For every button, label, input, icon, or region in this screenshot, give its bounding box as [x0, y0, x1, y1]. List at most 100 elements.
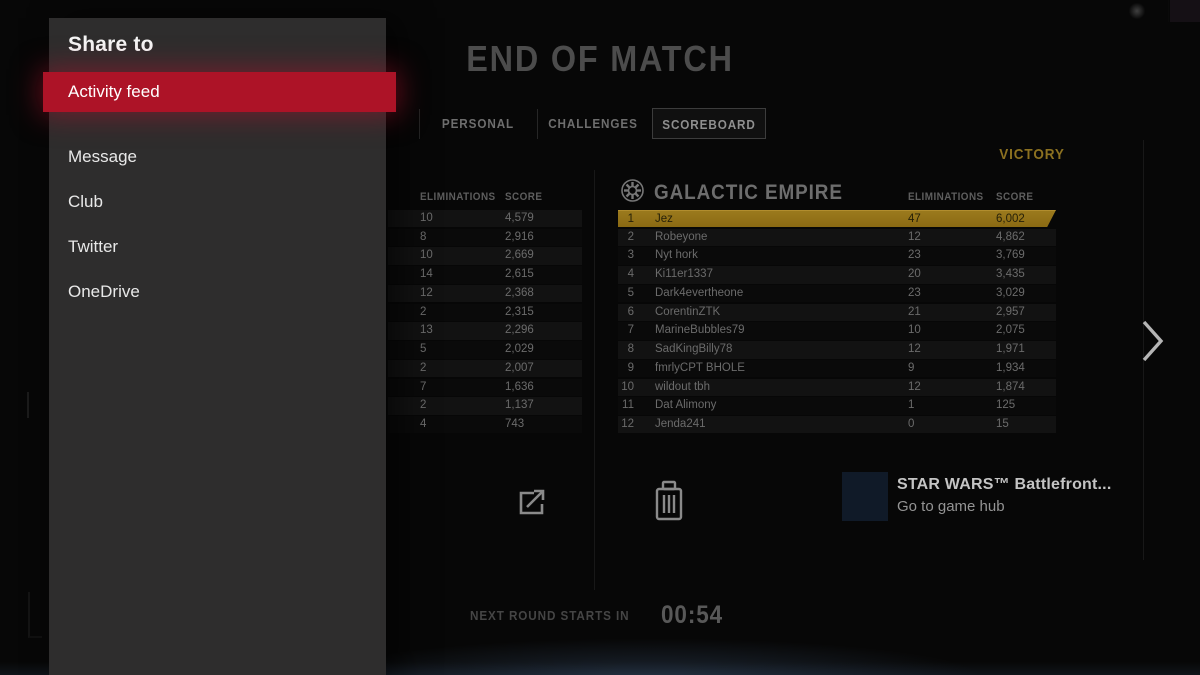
player-name: Robeyone [655, 230, 708, 243]
tab-challenges[interactable]: CHALLENGES [548, 116, 638, 131]
rank-value: 7 [627, 324, 634, 337]
frame-mark [27, 392, 29, 418]
game-hub-link[interactable]: STAR WARS™ Battlefront... Go to game hub [842, 472, 1111, 521]
chevron-right-icon[interactable] [1140, 318, 1166, 364]
score-value: 2,957 [996, 305, 1025, 318]
share-item-club[interactable]: Club [68, 192, 103, 211]
rank-value: 6 [627, 305, 634, 318]
glow-dot [1128, 2, 1146, 20]
table-row: 2 2,007 [388, 359, 582, 378]
eliminations-value: 12 [908, 380, 921, 393]
eliminations-value: 23 [908, 249, 921, 262]
score-value: 2,315 [505, 305, 534, 318]
table-row: 4 Ki11er1337 20 3,435 [618, 266, 1056, 284]
table-row: 11 Dat Alimony 1 125 [618, 397, 1056, 415]
score-value: 1,934 [996, 361, 1025, 374]
rank-value: 10 [621, 380, 634, 393]
player-name: wildout tbh [655, 380, 710, 393]
rank-value: 11 [622, 399, 634, 412]
score-value: 4,579 [505, 212, 534, 224]
score-value: 2,669 [505, 249, 534, 262]
team-header: GALACTIC EMPIRE [620, 178, 864, 208]
share-item-twitter[interactable]: Twitter [68, 237, 119, 256]
next-round-countdown: NEXT ROUND STARTS IN 00:54 [469, 600, 724, 629]
score-value: 3,769 [996, 249, 1025, 262]
rank-value: 5 [627, 286, 634, 299]
score-value: 1,137 [505, 399, 534, 412]
eliminations-value: 8 [420, 230, 427, 243]
table-row: 6 CorentinZTK 21 2,957 [618, 303, 1056, 322]
table-row: 12 2,368 [388, 284, 582, 303]
page-title: END OF MATCH [466, 38, 734, 79]
column-header-eliminations: ELIMINATIONS [420, 191, 496, 203]
game-hub-title: STAR WARS™ Battlefront... [897, 476, 1112, 493]
score-value: 4,862 [996, 230, 1025, 243]
table-row: 4 743 [388, 416, 582, 434]
bottom-glow [310, 638, 990, 675]
score-value: 2,296 [505, 324, 534, 337]
score-value: 2,007 [505, 361, 534, 374]
player-name: Jenda241 [655, 418, 706, 431]
rank-value: 1 [627, 213, 634, 225]
game-hub-subtitle: Go to game hub [897, 498, 1005, 515]
table-row: 2 Robeyone 12 4,862 [618, 228, 1056, 247]
table-row: 10 2,669 [388, 247, 582, 265]
share-item-activity-feed[interactable]: Activity feed [43, 72, 396, 112]
eliminations-value: 4 [420, 418, 427, 431]
player-name: Ki11er1337 [655, 268, 713, 281]
share-item-message[interactable]: Message [68, 147, 137, 166]
frame-corner [28, 592, 42, 638]
column-header-score: SCORE [996, 191, 1034, 203]
table-divider [594, 170, 595, 590]
share-icon[interactable] [512, 480, 554, 527]
eliminations-value: 7 [420, 380, 427, 393]
score-value: 2,615 [505, 268, 534, 281]
eliminations-value: 20 [908, 268, 921, 281]
eliminations-value: 1 [908, 399, 915, 412]
tab-divider [419, 109, 420, 139]
share-item-onedrive[interactable]: OneDrive [68, 282, 140, 301]
eliminations-value: 12 [908, 343, 921, 356]
player-name: Jez [655, 213, 673, 225]
rank-value: 12 [621, 418, 634, 431]
rank-value: 9 [627, 361, 634, 374]
victory-status: VICTORY [999, 146, 1065, 163]
eliminations-value: 9 [908, 361, 915, 374]
eliminations-value: 13 [420, 324, 433, 337]
score-value: 15 [996, 418, 1009, 431]
eliminations-value: 10 [908, 324, 921, 337]
eliminations-value: 2 [420, 399, 427, 412]
score-value: 2,029 [505, 343, 534, 356]
eliminations-value: 0 [908, 418, 915, 431]
table-row: 5 Dark4evertheone 23 3,029 [618, 284, 1056, 303]
player-name: Nyt hork [655, 249, 698, 262]
eliminations-value: 23 [908, 286, 921, 299]
table-row: 7 1,636 [388, 378, 582, 396]
player-name: CorentinZTK [655, 305, 721, 318]
table-row: 1 Jez 47 6,002 [618, 210, 1056, 227]
empire-team-table: 1 Jez 47 6,002 2 Robeyone 12 4,862 3 Nyt… [618, 210, 1056, 434]
panel-edge-line [1143, 140, 1144, 560]
table-row: 10 wildout tbh 12 1,874 [618, 378, 1056, 396]
eliminations-value: 10 [420, 212, 433, 224]
tab-personal[interactable]: PERSONAL [441, 116, 515, 131]
left-team-table: 10 4,579 8 2,916 10 2,669 14 2,615 12 2,… [388, 210, 582, 434]
score-value: 3,029 [996, 286, 1025, 299]
trash-icon[interactable] [649, 477, 689, 530]
table-row: 10 4,579 [388, 210, 582, 228]
table-row: 13 2,296 [388, 322, 582, 340]
tab-scoreboard[interactable]: SCOREBOARD [652, 108, 766, 139]
rank-value: 2 [627, 230, 634, 243]
score-value: 6,002 [996, 213, 1025, 225]
column-header-score: SCORE [505, 191, 543, 203]
frame-line [1168, 0, 1169, 22]
tab-divider [537, 109, 538, 139]
score-value: 1,874 [996, 380, 1025, 393]
rank-value: 8 [627, 343, 634, 356]
score-value: 1,636 [505, 380, 534, 393]
table-row: 8 SadKingBilly78 12 1,971 [618, 341, 1056, 359]
table-row: 9 fmrlyCPT BHOLE 9 1,934 [618, 359, 1056, 378]
score-value: 3,435 [996, 268, 1025, 281]
table-row: 7 MarineBubbles79 10 2,075 [618, 322, 1056, 340]
